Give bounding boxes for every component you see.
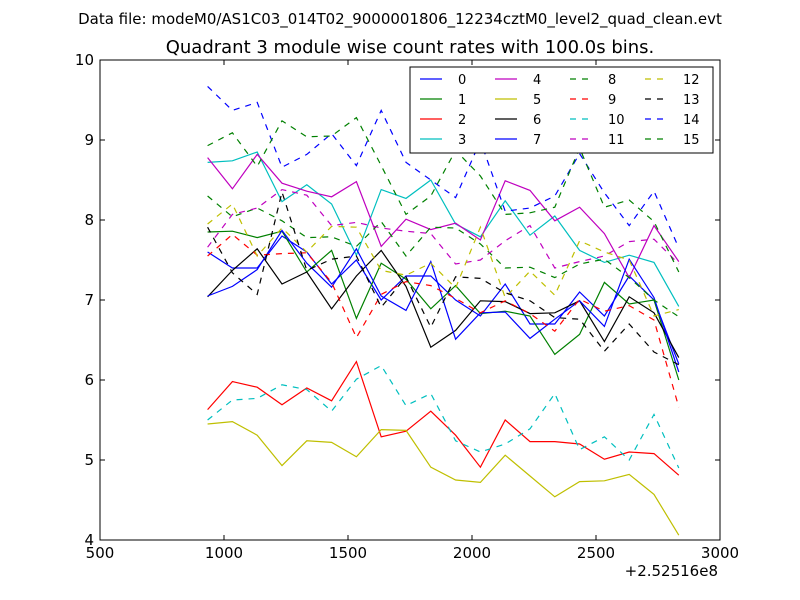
legend-label-9: 9 — [608, 93, 616, 108]
series-line-13 — [207, 189, 680, 366]
series-line-15 — [207, 116, 680, 273]
chart-title: Quadrant 3 module wise count rates with … — [166, 37, 655, 58]
legend-label-5: 5 — [533, 93, 541, 108]
legend-label-8: 8 — [608, 73, 616, 88]
figure-suptitle: Data file: modeM0/AS1C03_014T02_90000018… — [78, 10, 722, 29]
series-line-6 — [207, 247, 680, 358]
series-line-10 — [207, 364, 680, 469]
y-tick-label: 4 — [84, 531, 94, 549]
series-line-7 — [207, 229, 680, 373]
legend-label-7: 7 — [533, 133, 541, 148]
series-line-12 — [207, 203, 679, 317]
x-tick-label: 3000 — [701, 544, 739, 562]
y-tick-label: 5 — [84, 451, 94, 469]
legend-label-0: 0 — [458, 73, 466, 88]
y-tick-label: 9 — [84, 131, 94, 149]
legend-label-3: 3 — [458, 133, 466, 148]
legend-label-11: 11 — [608, 133, 625, 148]
series-line-1 — [207, 230, 680, 381]
legend-frame — [409, 66, 714, 154]
x-tick-label: 500 — [86, 544, 115, 562]
x-axis-offset-label: +2.52516e8 — [625, 562, 718, 580]
series-line-2 — [207, 360, 680, 476]
series-line-11 — [207, 188, 680, 269]
legend-label-10: 10 — [608, 113, 625, 128]
legend-label-2: 2 — [458, 113, 466, 128]
legend-label-13: 13 — [683, 93, 700, 108]
legend-label-4: 4 — [533, 73, 541, 88]
series-layer — [207, 85, 680, 536]
legend-label-15: 15 — [683, 133, 700, 148]
y-tick-label: 10 — [75, 51, 94, 69]
series-line-8 — [207, 195, 680, 318]
series-line-4 — [207, 153, 680, 279]
x-tick-label: 2500 — [577, 544, 615, 562]
legend-label-1: 1 — [458, 93, 466, 108]
x-tick-label: 2000 — [453, 544, 491, 562]
legend-label-6: 6 — [533, 113, 541, 128]
legend-label-12: 12 — [683, 73, 700, 88]
y-tick-label: 6 — [84, 371, 94, 389]
x-tick-label: 1500 — [329, 544, 367, 562]
y-tick-label: 8 — [84, 211, 94, 229]
legend-label-14: 14 — [683, 113, 700, 128]
series-line-14 — [207, 85, 680, 249]
x-tick-label: 1000 — [205, 544, 243, 562]
y-tick-label: 7 — [84, 291, 94, 309]
series-line-5 — [207, 420, 680, 536]
